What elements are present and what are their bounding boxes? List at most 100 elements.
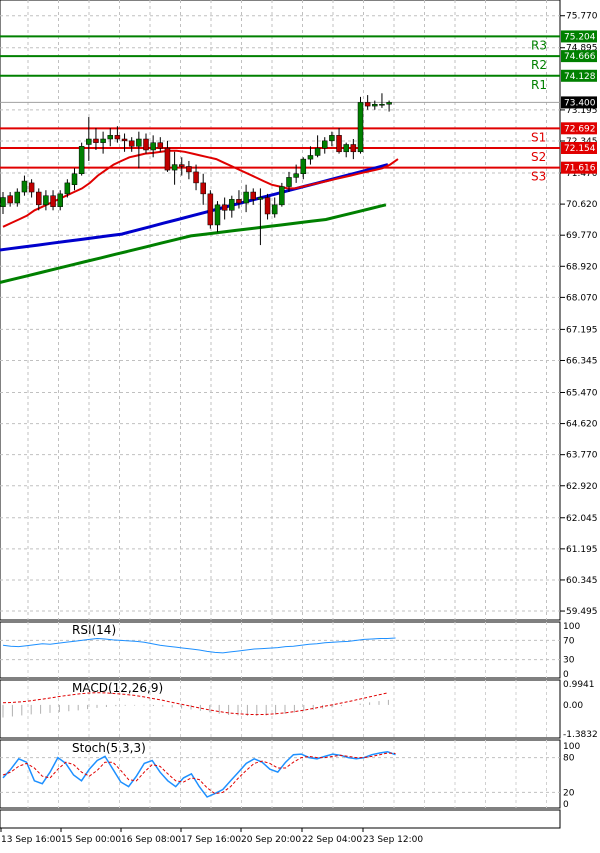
stoch-k-line (2, 751, 396, 798)
level-tag-r3: R3 (531, 38, 547, 52)
candle-body (7, 195, 13, 204)
x-tick-label: 20 Sep 20:00 (241, 835, 301, 845)
candle-body (64, 182, 71, 195)
candle-body (186, 166, 192, 173)
y-tick-label: 70.620 (566, 200, 598, 210)
level-price-label: 72.692 (564, 124, 596, 134)
rsi-panel-frame (0, 621, 561, 679)
candle-body (43, 195, 49, 206)
y-tick-label: 73.195 (566, 106, 598, 116)
candle-body (114, 135, 121, 140)
y-tick-label: 71.470 (566, 169, 598, 179)
y-tick-label: 68.920 (566, 262, 598, 272)
x-tick-label: 16 Sep 08:00 (121, 835, 181, 845)
candle-body (193, 171, 199, 184)
macd-y-tick: 0.9941 (563, 680, 595, 690)
candle-body (257, 197, 264, 200)
candle-body (93, 138, 99, 143)
candle-body (179, 164, 185, 167)
stoch-y-tick: 0 (563, 800, 569, 810)
candle-body (357, 102, 364, 153)
x-tick-label: 15 Sep 00:00 (61, 835, 121, 845)
rsi-y-tick: 0 (563, 670, 569, 680)
candle-body (50, 195, 56, 207)
macd-panel-frame (0, 679, 561, 739)
candle-body (271, 204, 278, 215)
candle-body (28, 182, 35, 193)
stoch-y-tick: 20 (563, 788, 575, 798)
x-tick-label: 17 Sep 16:00 (181, 835, 241, 845)
candle-body (164, 147, 171, 171)
y-tick-label: 65.470 (566, 388, 598, 398)
candle-body (150, 142, 156, 151)
level-price-label: 74.128 (564, 72, 596, 82)
candle-body (100, 138, 106, 143)
candle-body (350, 144, 357, 153)
level-price-label: 75.204 (564, 32, 596, 42)
candle-body (57, 193, 63, 207)
stoch-panel-frame (0, 739, 561, 809)
candle-body (322, 140, 328, 149)
candle-body (21, 180, 28, 193)
y-tick-label: 61.195 (566, 545, 598, 555)
level-price-label: 74.666 (564, 52, 596, 62)
level-tag-s2: S2 (531, 150, 546, 164)
macd-y-tick: -1.3832 (563, 730, 598, 740)
level-tag-s1: S1 (531, 130, 546, 144)
y-tick-label: 74.895 (566, 44, 598, 54)
candle-body (243, 191, 249, 204)
y-tick-label: 68.070 (566, 293, 598, 303)
candle-body (264, 197, 271, 215)
x-tick-label: 13 Sep 16:00 (1, 835, 61, 845)
level-price-box (561, 69, 597, 82)
y-tick-label: 60.345 (566, 576, 598, 586)
stoch-y-tick: 100 (563, 742, 580, 752)
bottom-panel-frame (0, 809, 561, 829)
rsi-y-tick: 70 (563, 636, 575, 646)
candle-body (221, 204, 228, 211)
x-tick-label: 23 Sep 12:00 (363, 835, 423, 845)
level-price-box (561, 122, 597, 135)
candle-body (293, 173, 299, 178)
y-tick-label: 59.495 (566, 607, 598, 617)
rsi-line (2, 637, 396, 654)
candle-body (343, 144, 349, 153)
stoch-y-tick: 80 (563, 754, 575, 764)
candle-body (386, 102, 392, 105)
y-tick-label: 64.620 (566, 420, 598, 430)
candle-body (78, 146, 85, 174)
candle-body (14, 191, 21, 204)
candle-body (200, 182, 206, 195)
candle-body (379, 103, 385, 106)
stoch-d-line (2, 752, 396, 795)
candle-body (136, 138, 142, 147)
candle-body (372, 103, 378, 107)
candle-body (207, 193, 214, 226)
current-price-box (561, 96, 597, 109)
level-price-box (561, 30, 597, 43)
level-price-box (561, 141, 597, 154)
candle-body (214, 204, 221, 226)
rsi-panel-title: RSI(14) (72, 623, 116, 637)
candle-body (307, 155, 314, 160)
candle-body (121, 138, 128, 142)
candle-body (250, 191, 256, 200)
ma-line-green (0, 203, 387, 285)
ma-line-red (2, 149, 399, 228)
candle-body (171, 164, 178, 171)
level-tag-s3: S3 (531, 170, 546, 184)
level-price-box (561, 50, 597, 63)
y-tick-label: 67.195 (566, 325, 598, 335)
candle-body (0, 197, 6, 207)
x-tick-label: 22 Sep 04:00 (302, 835, 362, 845)
y-tick-label: 75.770 (566, 12, 598, 22)
candle-body (128, 140, 135, 147)
candle-body (107, 135, 113, 140)
level-price-label: 72.154 (564, 144, 596, 154)
candle-body (364, 102, 371, 107)
candle-body (314, 147, 321, 156)
candle-body (336, 135, 342, 153)
y-tick-label: 69.770 (566, 231, 598, 241)
stoch-panel-title: Stoch(5,3,3) (72, 741, 146, 755)
